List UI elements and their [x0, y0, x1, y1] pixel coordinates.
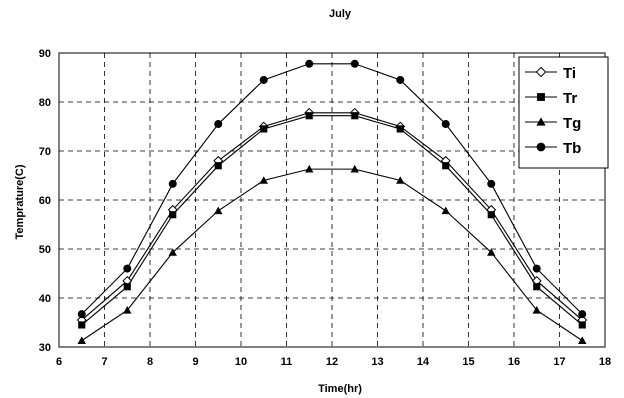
data-point-tb-5: [305, 59, 314, 68]
data-point-tg-1: [123, 306, 132, 314]
x-tick-label-16: 16: [508, 356, 520, 368]
data-point-tg-3: [214, 206, 223, 215]
legend-label-tr: Tr: [563, 90, 577, 107]
x-axis-label: Time(hr): [318, 383, 362, 395]
series-line-tb: [81, 63, 583, 315]
series-line-tg: [81, 168, 583, 342]
data-point-tr-5: [305, 112, 313, 120]
data-point-tb-6: [350, 59, 359, 68]
data-point-tb-11: [578, 310, 587, 319]
x-tick-label-12: 12: [326, 356, 338, 368]
data-point-tb-1: [123, 264, 132, 273]
data-point-tb-4: [259, 75, 268, 84]
data-point-tg-6: [350, 164, 359, 173]
tick-labels: 6 7 8 9 10 11 12 13 14 15 16 17 18 30 40 50 60 70 80 90: [39, 48, 611, 368]
legend-item-ti: Ti: [525, 65, 576, 82]
data-point-tr-9: [487, 211, 495, 219]
data-point-tr-3: [214, 162, 222, 170]
data-point-tr-1: [123, 283, 131, 291]
legend-label-tb: Tb: [563, 140, 581, 157]
x-tick-label-10: 10: [235, 356, 247, 368]
data-point-tr-11: [578, 321, 586, 329]
series-line-ti: [81, 112, 583, 321]
data-point-tb-8: [441, 120, 450, 129]
legend-marker-tg: [536, 117, 546, 126]
y-tick-label-90: 90: [39, 48, 51, 60]
x-tick-label-17: 17: [553, 356, 565, 368]
plot-area-frame: [58, 52, 606, 348]
data-point-tb-10: [532, 264, 541, 273]
legend-label-tg: Tg: [563, 115, 581, 132]
series-tb: [77, 59, 587, 319]
data-point-tr-4: [260, 125, 268, 133]
data-point-tg-7: [396, 176, 405, 184]
data-point-tb-3: [214, 120, 223, 129]
legend: Ti Tr Tg Tb: [518, 56, 609, 169]
legend-label-ti: Ti: [563, 65, 576, 82]
data-point-tg-11: [578, 336, 587, 344]
x-tick-label-9: 9: [192, 356, 198, 368]
y-axis-label: Temprature(C): [14, 164, 26, 239]
legend-item-tr: Tr: [525, 90, 577, 107]
x-tick-label-18: 18: [599, 356, 611, 368]
x-tick-label-11: 11: [281, 356, 293, 368]
data-point-tr-2: [169, 211, 177, 219]
data-point-tb-0: [77, 310, 86, 319]
legend-marker-tb: [536, 142, 546, 152]
y-tick-label-50: 50: [39, 244, 51, 256]
y-tick-label-80: 80: [39, 97, 51, 109]
data-point-tr-10: [533, 283, 541, 291]
x-tick-label-6: 6: [56, 356, 62, 368]
x-tick-label-7: 7: [101, 356, 107, 368]
x-tick-label-8: 8: [147, 356, 153, 368]
data-point-tb-2: [168, 179, 177, 188]
x-tick-label-14: 14: [417, 356, 430, 368]
data-point-tg-10: [532, 306, 541, 314]
data-point-tg-0: [77, 336, 86, 344]
data-point-tr-7: [396, 125, 404, 133]
series-group: [76, 59, 588, 344]
y-tick-label-40: 40: [39, 293, 51, 305]
legend-marker-ti: [535, 66, 547, 78]
data-point-tb-9: [487, 179, 496, 188]
series-tg: [77, 164, 587, 344]
data-point-tr-0: [78, 321, 86, 329]
chart-title: July: [329, 8, 352, 20]
data-point-tg-4: [259, 176, 268, 184]
data-point-tr-6: [351, 112, 359, 120]
data-point-tg-8: [441, 206, 450, 215]
series-tr: [78, 112, 586, 329]
y-tick-label-70: 70: [39, 146, 51, 158]
legend-marker-tr: [537, 93, 545, 101]
x-tick-label-15: 15: [462, 356, 474, 368]
data-point-tg-9: [487, 248, 496, 256]
data-point-tb-7: [396, 75, 405, 84]
data-point-tr-8: [442, 162, 450, 170]
legend-item-tg: Tg: [525, 115, 581, 132]
legend-box: [518, 56, 609, 169]
legend-item-tb: Tb: [525, 140, 581, 157]
x-tick-label-13: 13: [371, 356, 383, 368]
data-point-tg-5: [305, 164, 314, 173]
series-line-tr: [81, 115, 583, 326]
y-tick-label-60: 60: [39, 195, 51, 207]
data-point-tg-2: [168, 248, 177, 256]
y-tick-label-30: 30: [39, 342, 51, 354]
